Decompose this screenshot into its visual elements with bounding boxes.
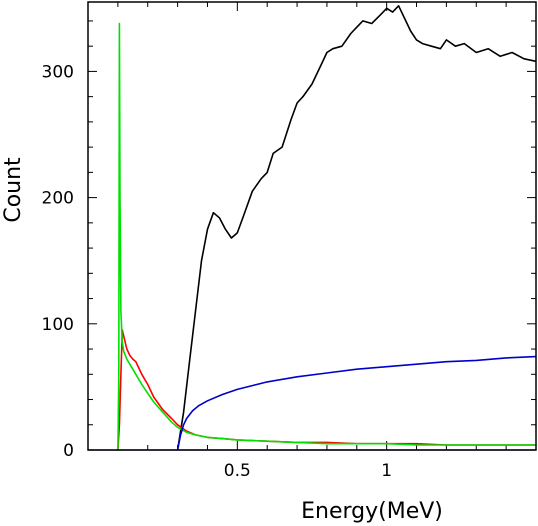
series-blue-line [176, 355, 537, 451]
y-tick-label: 0 [63, 441, 74, 461]
y-tick-label: 100 [42, 315, 74, 335]
y-tick-label: 200 [42, 189, 74, 209]
series-green-line [116, 22, 536, 451]
tick-labels: 0.5 1 0 100 200 300 [42, 62, 393, 481]
series-layer [88, 5, 537, 451]
series-black-line [176, 5, 537, 451]
plot-frame [87, 1, 537, 451]
axis-ticks [88, 2, 536, 450]
x-tick-label: 0.5 [224, 461, 251, 481]
y-axis-title: Count [1, 157, 26, 223]
y-tick-label: 300 [42, 62, 74, 82]
x-axis-title: Energy(MeV) [301, 499, 443, 524]
x-tick-label: 1 [381, 461, 392, 481]
